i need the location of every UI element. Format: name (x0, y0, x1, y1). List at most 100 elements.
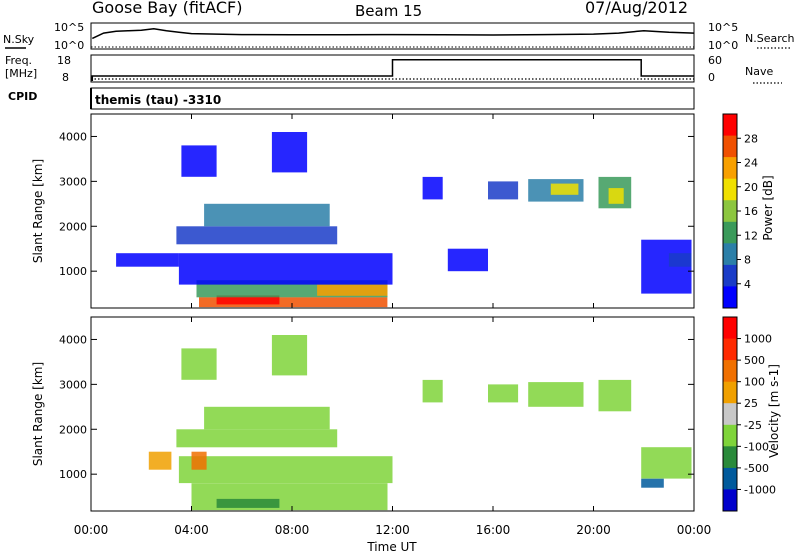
velocity-colorbar-label: Velocity [m s-1] (767, 364, 781, 458)
range-time-cell (271, 132, 308, 173)
range-time-cell (528, 382, 584, 407)
colorbar-swatch (723, 286, 737, 309)
velocity-panel: 4000 3000 2000 1000 Slant Range [km] 1000 50… (31, 316, 781, 512)
range-time-cell (191, 451, 207, 470)
colorbar-tick-label: 8 (744, 254, 751, 267)
power-cells (116, 132, 692, 308)
colorbar-tick-label: 16 (744, 205, 758, 218)
range-time-cell (422, 379, 443, 403)
power-colorbar-label: Power [dB] (761, 175, 775, 240)
power-yticks: 4000 3000 2000 1000 (59, 130, 694, 278)
power-ylabel: Slant Range [km] (31, 159, 45, 263)
range-tick-label: 2000 (59, 220, 87, 233)
colorbar-swatch (723, 243, 737, 266)
beam-title: Beam 15 (355, 2, 422, 20)
range-time-cell (178, 456, 393, 484)
range-time-cell (176, 429, 338, 448)
range-time-cell (317, 284, 388, 296)
time-tick-label: 16:00 (476, 523, 511, 537)
freq-label: Freq. (5, 54, 32, 67)
colorbar-swatch (723, 424, 737, 447)
colorbar-tick-label: 25 (744, 397, 758, 410)
range-time-cell (641, 478, 664, 488)
range-time-cell (608, 188, 624, 204)
colorbar-frame (722, 316, 738, 512)
cpid-value: themis (tau) -3310 (95, 93, 221, 107)
colorbar-tick-label: 12 (744, 229, 758, 242)
colorbar-swatch (723, 446, 737, 469)
nave-label: Nave (745, 65, 773, 78)
colorbar-swatch (723, 135, 737, 158)
time-axis: 00:00 04:00 08:00 12:00 16:00 20:00 00:00 (74, 114, 712, 537)
range-time-cell (598, 379, 632, 412)
colorbar-swatch (723, 157, 737, 180)
power-colorbar: 28 24 20 16 12 8 4 (722, 113, 758, 309)
time-tick-label: 20:00 (576, 523, 611, 537)
frequency-panel: Freq. [MHz] 18 8 60 0 Nave (5, 54, 782, 84)
range-time-cell (216, 295, 280, 305)
colorbar-swatch (723, 178, 737, 201)
colorbar-swatch (723, 489, 737, 512)
velocity-ylabel: Slant Range [km] (31, 362, 45, 466)
noise-tick-top-left: 10^5 (54, 21, 84, 34)
time-tick-label: 00:00 (74, 523, 109, 537)
colorbar-tick-label: -1000 (744, 483, 776, 496)
noise-tick-bottom-left: 10^0 (54, 39, 84, 52)
nsearch-label: N.Search (745, 32, 795, 45)
range-time-cell (271, 335, 308, 376)
noise-tick-top-right: 10^5 (708, 21, 738, 34)
colorbar-swatch (723, 221, 737, 244)
range-tick-label: 1000 (59, 265, 87, 278)
range-time-cell (148, 451, 172, 470)
range-time-cell (668, 253, 692, 267)
freq-unit-label: [MHz] (5, 67, 37, 80)
range-tick-label: 3000 (59, 175, 87, 188)
range-time-cell (641, 447, 692, 479)
time-tick-label: 08:00 (275, 523, 310, 537)
range-time-cell (178, 253, 393, 285)
colorbar-swatch (723, 403, 737, 426)
range-time-cell (204, 203, 330, 227)
range-time-cell (488, 181, 519, 200)
frequency-frame (90, 54, 695, 83)
colorbar-tick-label: 100 (744, 376, 765, 389)
colorbar-swatch (723, 467, 737, 490)
colorbar-tick-label: 500 (744, 354, 765, 367)
range-tick-label: 3000 (59, 378, 87, 391)
colorbar-tick-label: 1000 (744, 333, 772, 346)
time-tick-label: 00:00 (677, 523, 712, 537)
colorbar-tick-label: -100 (744, 440, 769, 453)
range-tick-label: 2000 (59, 423, 87, 436)
colorbar-swatch (723, 200, 737, 223)
velocity-cells (148, 335, 692, 511)
colorbar-tick-label: 28 (744, 132, 758, 145)
colorbar-tick-label: -25 (744, 419, 762, 432)
cpid-label: CPID (8, 90, 37, 103)
range-time-cell (204, 406, 330, 430)
station-title: Goose Bay (fitACF) (92, 0, 242, 17)
colorbar-swatch (723, 317, 737, 340)
colorbar-swatch (723, 114, 737, 137)
colorbar-tick-label: -500 (744, 462, 769, 475)
colorbar-tick-label: 4 (744, 278, 751, 291)
colorbar-swatch (723, 338, 737, 361)
velocity-colorbar: 1000 500 100 25 -25 -100 -500 -1000 (722, 316, 776, 512)
noise-panel: N.Sky 10^5 10^0 10^5 10^0 N.Search (3, 21, 795, 52)
range-tick-label: 4000 (59, 130, 87, 143)
nave-tick-top: 60 (708, 54, 722, 67)
noise-frame (90, 22, 695, 50)
date-title: 07/Aug/2012 (585, 0, 688, 17)
velocity-yticks: 4000 3000 2000 1000 (59, 333, 694, 481)
colorbar-swatch (723, 264, 737, 287)
freq-tick-top: 18 (57, 54, 71, 67)
range-tick-label: 1000 (59, 468, 87, 481)
time-tick-label: 12:00 (375, 523, 410, 537)
colorbar-tick-label: 24 (744, 157, 758, 170)
range-time-cell (447, 248, 488, 272)
range-time-cell (550, 183, 579, 195)
range-time-cell (216, 498, 280, 508)
freq-series-line (91, 59, 694, 81)
time-tick-label: 04:00 (174, 523, 209, 537)
range-time-cell (488, 384, 519, 403)
